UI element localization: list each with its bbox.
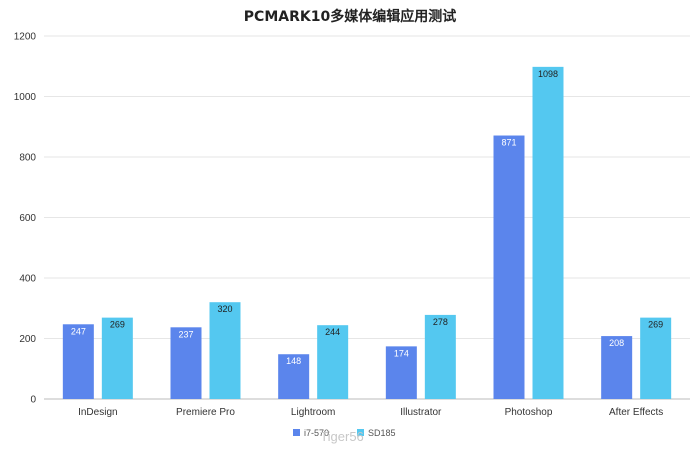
legend-label: i7-570	[304, 428, 329, 438]
bar-i7-570	[170, 327, 202, 399]
data-label: 237	[178, 329, 193, 339]
data-label: 208	[609, 338, 624, 348]
gridlines	[44, 35, 690, 400]
legend-swatch	[357, 429, 364, 436]
bar-i7-570	[493, 135, 525, 399]
y-tick-label: 1200	[14, 32, 37, 43]
x-tick-label: Lightroom	[291, 407, 335, 418]
data-label: 174	[394, 348, 409, 358]
x-axis: InDesign Premiere Pro Lightroom Illustrator…	[78, 407, 663, 418]
y-tick-label: 1000	[14, 92, 37, 103]
bar-sd185	[101, 317, 133, 399]
bar-i7-570	[385, 346, 417, 399]
bars: 247 269 237 320 148 244 174 278 871 1098 208 269	[62, 66, 672, 399]
y-tick-label: 800	[19, 153, 36, 164]
y-tick-label: 200	[19, 334, 36, 345]
legend-swatch	[293, 429, 300, 436]
x-tick-label: After Effects	[609, 407, 663, 418]
bar-sd185	[640, 317, 672, 399]
bar-i7-570	[278, 354, 310, 399]
y-tick-label: 400	[19, 274, 36, 285]
watermark-text: Tiger56	[320, 429, 364, 444]
legend-label: SD185	[368, 428, 396, 438]
x-tick-label: Premiere Pro	[176, 407, 235, 418]
bar-sd185	[317, 325, 349, 399]
data-label: 148	[286, 356, 301, 366]
bar-i7-570	[601, 336, 633, 399]
data-label: 244	[325, 327, 340, 337]
y-tick-label: 600	[19, 213, 36, 224]
bar-sd185	[532, 66, 564, 399]
bar-sd185	[424, 314, 456, 399]
data-label: 269	[648, 320, 663, 330]
data-label: 247	[71, 326, 86, 336]
data-label: 269	[110, 320, 125, 330]
data-label: 871	[501, 138, 516, 148]
chart-title: PCMARK10多媒体编辑应用测试	[244, 8, 456, 25]
bar-sd185	[209, 302, 241, 399]
data-label: 278	[433, 317, 448, 327]
bar-i7-570	[62, 324, 94, 399]
data-label: 1098	[538, 69, 558, 79]
y-axis: 0 200 400 600 800 1000 1200	[14, 32, 37, 406]
y-tick-label: 0	[30, 395, 36, 406]
legend: i7-570 SD185	[293, 428, 396, 438]
x-tick-label: InDesign	[78, 407, 117, 418]
x-tick-label: Photoshop	[505, 407, 553, 418]
data-label: 320	[217, 304, 232, 314]
x-tick-label: Illustrator	[400, 407, 442, 418]
